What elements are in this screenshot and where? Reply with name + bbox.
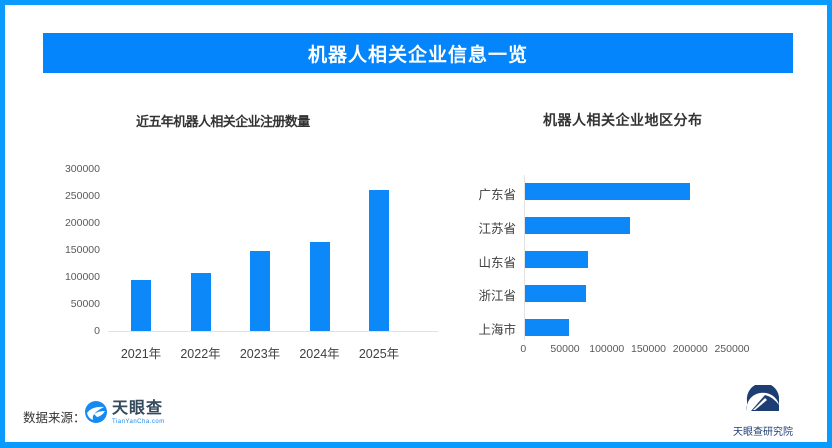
region-chart-title: 机器人相关企业地区分布 <box>543 112 703 128</box>
tianyancha-eye-icon <box>84 400 108 429</box>
bar-2025年 <box>369 190 389 331</box>
research-institute-label: 天眼查研究院 <box>733 427 793 438</box>
y-axis-line <box>524 175 525 340</box>
bar-浙江省 <box>525 284 586 302</box>
y-axis-tick-label: 100000 <box>64 271 100 283</box>
page-title: 机器人相关企业信息一览 <box>307 44 528 66</box>
page-title-banner: 机器人相关企业信息一览 <box>43 33 793 73</box>
x-axis-line <box>108 331 438 332</box>
x-axis-tick-label: 150000 <box>630 343 667 355</box>
data-source-label: 数据来源： <box>23 411 86 425</box>
bar-2022年 <box>190 273 211 331</box>
x-axis-category-label: 2024年 <box>299 347 340 361</box>
y-axis-tick-label: 0 <box>94 325 100 337</box>
bar-广东省 <box>525 183 691 201</box>
y-axis-tick-label: 150000 <box>64 244 100 256</box>
bar-上海市 <box>525 318 570 336</box>
tianyancha-research-logo: 天眼查研究院 <box>728 382 798 438</box>
x-axis-category-label: 2023年 <box>239 347 281 361</box>
y-axis-tick-label: 300000 <box>64 163 100 175</box>
y-axis-tick-label: 200000 <box>64 217 100 229</box>
x-axis-category-label: 2021年 <box>120 347 162 361</box>
bar-江苏省 <box>525 217 631 235</box>
category-label-山东省: 山东省 <box>478 255 516 270</box>
y-axis-tick-label: 250000 <box>64 190 100 202</box>
category-label-江苏省: 江苏省 <box>478 221 516 236</box>
x-axis-tick-label: 100000 <box>589 343 625 355</box>
category-label-上海市: 上海市 <box>478 323 516 338</box>
x-axis-tick-label: 0 <box>520 343 527 355</box>
x-axis-category-label: 2022年 <box>180 347 221 361</box>
x-axis-tick-label: 50000 <box>550 343 580 355</box>
x-axis-tick-label: 200000 <box>672 343 708 355</box>
y-axis-tick-label: 50000 <box>70 298 100 310</box>
bar-2024年 <box>309 242 330 331</box>
tianyancha-logo-subtext: TianYanCha.com <box>112 419 165 425</box>
bar-山东省 <box>525 251 588 268</box>
category-label-广东省: 广东省 <box>478 187 516 202</box>
category-label-浙江省: 浙江省 <box>478 289 516 304</box>
bar-2021年 <box>131 279 151 331</box>
tianyancha-logo-text: 天眼查 <box>112 400 164 417</box>
x-axis-tick-label: 250000 <box>714 343 750 355</box>
tianyancha-logo: 天眼查 TianYanCha.com <box>84 400 165 429</box>
x-axis-category-label: 2025年 <box>358 347 400 361</box>
bar-2023年 <box>250 251 270 331</box>
research-institute-icon <box>745 382 781 421</box>
registration-chart-title: 近五年机器人相关企业注册数量 <box>136 114 310 129</box>
